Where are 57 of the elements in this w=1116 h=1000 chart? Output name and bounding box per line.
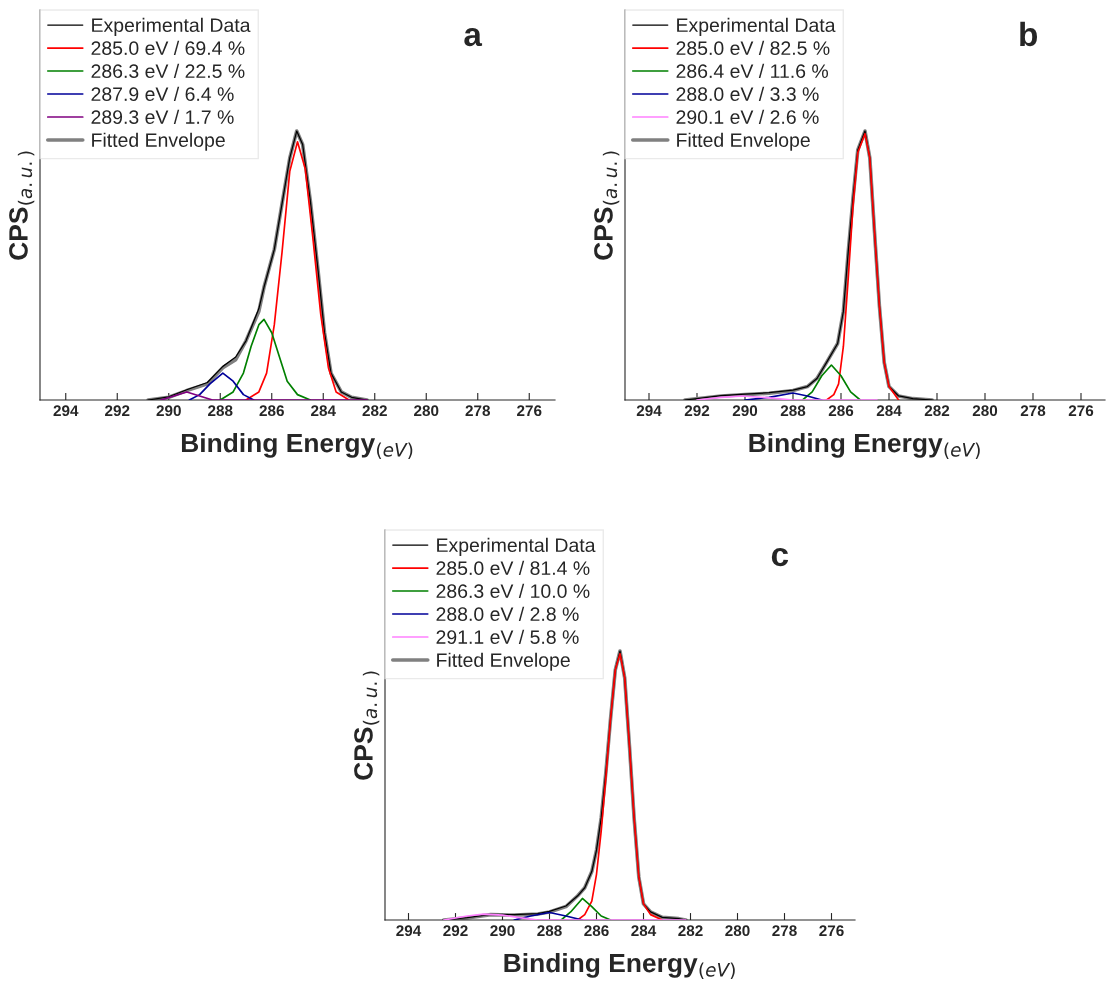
legend-label: 285.0 eV / 81.4 % (436, 560, 590, 576)
x-tick-label: 278 (772, 925, 797, 937)
legend-label: Fitted Envelope (437, 652, 570, 671)
x-tick-label: 284 (876, 405, 902, 417)
y-axis-title: CPS$_{(a.u.)}$ (594, 151, 620, 260)
x-tick-label: 294 (53, 405, 79, 417)
x-tick-label: 292 (443, 925, 468, 937)
y-axis-title: CPS$_{(a.u.)}$ (354, 671, 380, 780)
legend-label: 289.3 eV / 1.7 % (91, 109, 234, 125)
x-tick-label: 278 (465, 405, 491, 417)
x-tick-label: 278 (1020, 405, 1046, 417)
legend-label: 286.4 eV / 11.6 % (676, 63, 829, 79)
x-tick-label: 290 (732, 405, 758, 417)
x-tick-label: 292 (684, 405, 710, 417)
x-tick-label: 290 (490, 925, 515, 937)
text: a (464, 27, 483, 47)
x-tick-label: 284 (311, 405, 336, 417)
x-tick-label: 288 (780, 405, 806, 417)
legend-label: Experimental Data (677, 17, 836, 36)
legend-label: Experimental Data (437, 537, 596, 556)
text: c (771, 547, 789, 567)
x-tick-label: 286 (828, 405, 854, 417)
text: b (1020, 21, 1038, 47)
x-tick-label: 280 (972, 405, 998, 417)
x-axis-title: Binding Energy$_{(eV)}$ (749, 432, 980, 459)
x-tick-label: 282 (678, 925, 703, 937)
legend-label: 285.0 eV / 82.5 % (676, 40, 830, 56)
legend-label: 290.1 eV / 2.6 % (676, 109, 819, 125)
x-tick-label: 276 (1068, 405, 1094, 417)
x-tick-label: 286 (584, 925, 609, 937)
x-tick-label: 294 (396, 925, 422, 937)
x-tick-label: 280 (414, 405, 439, 417)
legend-label: 287.9 eV / 6.4 % (91, 86, 234, 102)
x-tick-label: 280 (725, 925, 750, 937)
x-tick-label: 282 (362, 405, 387, 417)
legend-label: Fitted Envelope (92, 132, 225, 151)
legend-label: 288.0 eV / 2.8 % (436, 606, 579, 622)
x-tick-label: 292 (105, 405, 130, 417)
x-tick-label: 284 (631, 925, 657, 937)
x-tick-label: 288 (537, 925, 562, 937)
y-axis-title: CPS$_{(a.u.)}$ (9, 151, 35, 260)
x-tick-label: 290 (156, 405, 181, 417)
x-tick-label: 294 (636, 405, 662, 417)
legend-label: 291.1 eV / 5.8 % (436, 629, 579, 645)
x-tick-label: 282 (924, 405, 950, 417)
legend-label: 288.0 eV / 3.3 % (676, 86, 819, 102)
x-axis-title: Binding Energy$_{(eV)}$ (181, 432, 413, 459)
legend-label: Fitted Envelope (677, 132, 810, 151)
x-tick-label: 286 (259, 405, 284, 417)
legend-label: 286.3 eV / 22.5 % (91, 63, 245, 79)
legend-label: 285.0 eV / 69.4 % (91, 40, 245, 56)
x-tick-label: 276 (517, 405, 542, 417)
legend-label: 286.3 eV / 10.0 % (436, 583, 590, 599)
x-axis-title: Binding Energy$_{(eV)}$ (504, 952, 735, 979)
legend-label: Experimental Data (92, 17, 251, 36)
x-tick-label: 288 (208, 405, 233, 417)
x-tick-label: 276 (819, 925, 844, 937)
